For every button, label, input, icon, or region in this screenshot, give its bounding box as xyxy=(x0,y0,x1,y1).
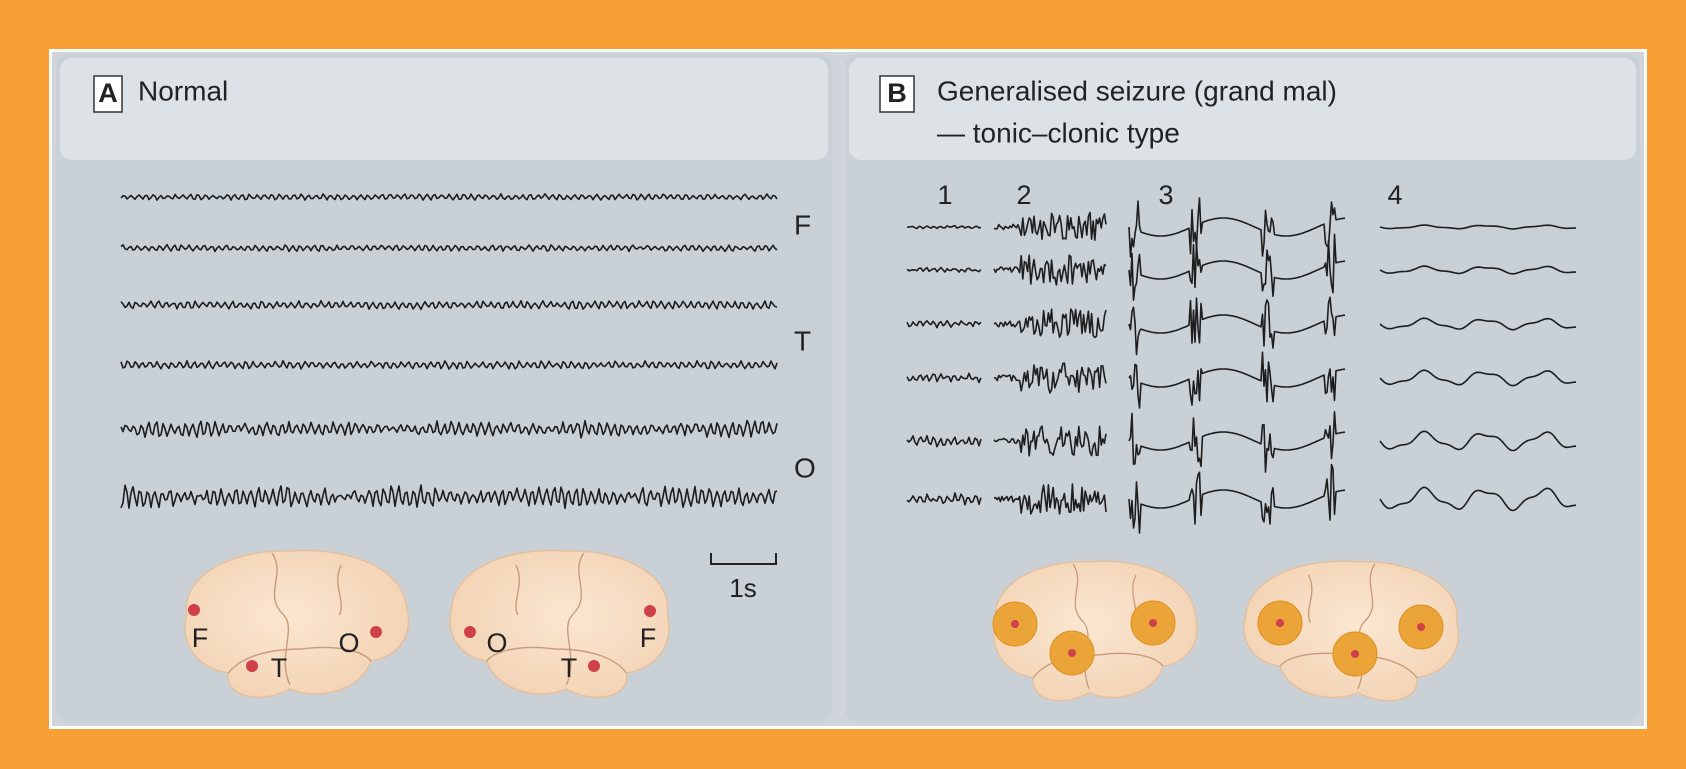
eeg-trace xyxy=(993,308,1107,339)
scale-bar xyxy=(710,553,777,565)
panel-letter-box xyxy=(879,75,915,113)
brain xyxy=(449,549,670,698)
phase-label: 1 xyxy=(937,180,952,210)
eeg-trace xyxy=(1379,369,1577,387)
phase-label: 4 xyxy=(1387,180,1402,210)
eeg-trace xyxy=(120,193,778,201)
electrode xyxy=(464,626,476,638)
panel-subtitle: — tonic–clonic type xyxy=(937,117,1180,148)
electrode xyxy=(1276,619,1284,627)
eeg-trace xyxy=(1379,265,1576,275)
electrode-label: F xyxy=(640,623,657,653)
brain-sulci xyxy=(227,552,372,686)
panel-letter: B xyxy=(887,78,907,108)
eeg-trace xyxy=(1379,430,1577,452)
eeg-trace xyxy=(906,266,982,273)
eeg-trace xyxy=(120,419,778,439)
electrode-label: O xyxy=(486,628,507,658)
eeg-trace xyxy=(1128,463,1346,534)
eeg-trace xyxy=(1379,317,1577,331)
eeg-trace xyxy=(906,224,982,230)
electrode xyxy=(1068,649,1076,657)
eeg-trace xyxy=(993,425,1107,457)
phase-label: 2 xyxy=(1016,180,1031,210)
eeg-trace xyxy=(993,362,1107,394)
electrode xyxy=(1417,623,1425,631)
eeg-trace xyxy=(1128,296,1346,356)
electrode xyxy=(588,660,600,672)
brain xyxy=(184,549,410,698)
eeg-trace xyxy=(1128,197,1346,258)
brain-outline xyxy=(449,549,670,698)
eeg-trace xyxy=(906,492,982,506)
eeg-trace xyxy=(120,243,778,253)
eeg-trace xyxy=(993,211,1107,241)
electrode xyxy=(370,626,382,638)
eeg-trace xyxy=(993,254,1107,286)
eeg-trace xyxy=(120,484,778,510)
panel-title: Normal xyxy=(138,75,228,106)
eeg-traces xyxy=(120,193,1577,534)
electrode-label: T xyxy=(271,653,288,683)
eeg-trace xyxy=(120,299,778,311)
electrode xyxy=(1011,620,1019,628)
panel-title: Generalised seizure (grand mal) xyxy=(937,75,1337,106)
brain-outline xyxy=(184,549,410,698)
panel-a-header xyxy=(60,58,828,160)
brain-outline xyxy=(993,560,1198,702)
eeg-trace xyxy=(1379,486,1577,512)
electrode-label: F xyxy=(192,623,209,653)
brain-outline xyxy=(1243,560,1459,702)
eeg-trace xyxy=(1128,411,1346,473)
eeg-trace xyxy=(1379,224,1577,230)
channel-label: T xyxy=(794,325,811,356)
eeg-trace xyxy=(906,372,982,384)
electrode xyxy=(188,604,200,616)
electrode-label: T xyxy=(561,653,578,683)
panel-letter-box xyxy=(93,75,123,113)
electrode xyxy=(246,660,258,672)
eeg-trace xyxy=(993,483,1107,515)
channel-label: F xyxy=(794,209,811,240)
electrode xyxy=(644,605,656,617)
brain-sulci xyxy=(486,552,628,686)
panel-letter: A xyxy=(98,78,118,108)
scale-label: 1s xyxy=(729,573,756,603)
electrode xyxy=(1149,619,1157,627)
brains: F T O O T F xyxy=(184,549,1459,702)
panel-b-header xyxy=(849,58,1636,160)
eeg-trace xyxy=(1128,351,1346,409)
channel-label: O xyxy=(794,452,816,483)
brain xyxy=(993,560,1198,702)
eeg-trace xyxy=(906,319,982,329)
eeg-trace xyxy=(120,359,778,370)
electrode xyxy=(1351,650,1359,658)
eeg-trace xyxy=(1128,233,1346,301)
eeg-trace xyxy=(906,435,982,448)
phase-label: 3 xyxy=(1158,180,1173,210)
electrode-label: O xyxy=(338,628,359,658)
